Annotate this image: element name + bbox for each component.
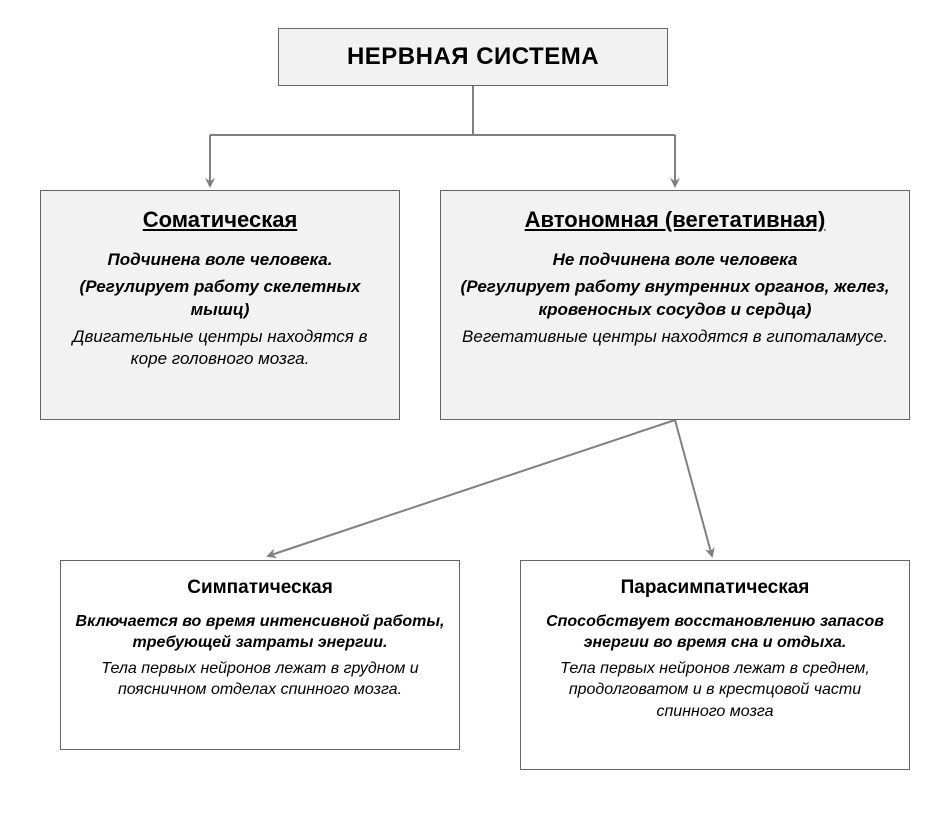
edge-to-parasympathetic xyxy=(675,420,712,556)
somatic-line1: Подчинена воле человека. xyxy=(53,249,387,272)
sympathetic-line1: Включается во время интенсивной работы, … xyxy=(73,611,447,654)
somatic-line3: Двигательные центры находятся в коре гол… xyxy=(53,326,387,372)
sympathetic-line3: Тела первых нейронов лежат в грудном и п… xyxy=(73,658,447,701)
node-somatic: Соматическая Подчинена воле человека. (Р… xyxy=(40,190,400,420)
node-sympathetic: Симпатическая Включается во время интенс… xyxy=(60,560,460,750)
somatic-title: Соматическая xyxy=(53,205,387,235)
node-autonomic: Автономная (вегетативная) Не подчинена в… xyxy=(440,190,910,420)
autonomic-line2: (Регулирует работу внутренних органов, ж… xyxy=(453,276,897,322)
autonomic-line1: Не подчинена воле человека xyxy=(453,249,897,272)
root-title: НЕРВНАЯ СИСТЕМА xyxy=(347,41,599,73)
parasympathetic-line1: Способствует восстановлению запасов энер… xyxy=(533,611,897,654)
node-parasympathetic: Парасимпатическая Способствует восстанов… xyxy=(520,560,910,770)
node-root: НЕРВНАЯ СИСТЕМА xyxy=(278,28,668,86)
sympathetic-title: Симпатическая xyxy=(73,575,447,601)
edge-to-sympathetic xyxy=(268,420,675,556)
parasympathetic-line3: Тела первых нейронов лежат в среднем, пр… xyxy=(533,658,897,723)
autonomic-title: Автономная (вегетативная) xyxy=(453,205,897,235)
parasympathetic-title: Парасимпатическая xyxy=(533,575,897,601)
autonomic-line3: Вегетативные центры находятся в гипотала… xyxy=(453,326,897,349)
somatic-line2: (Регулирует работу скелетных мышц) xyxy=(53,276,387,322)
